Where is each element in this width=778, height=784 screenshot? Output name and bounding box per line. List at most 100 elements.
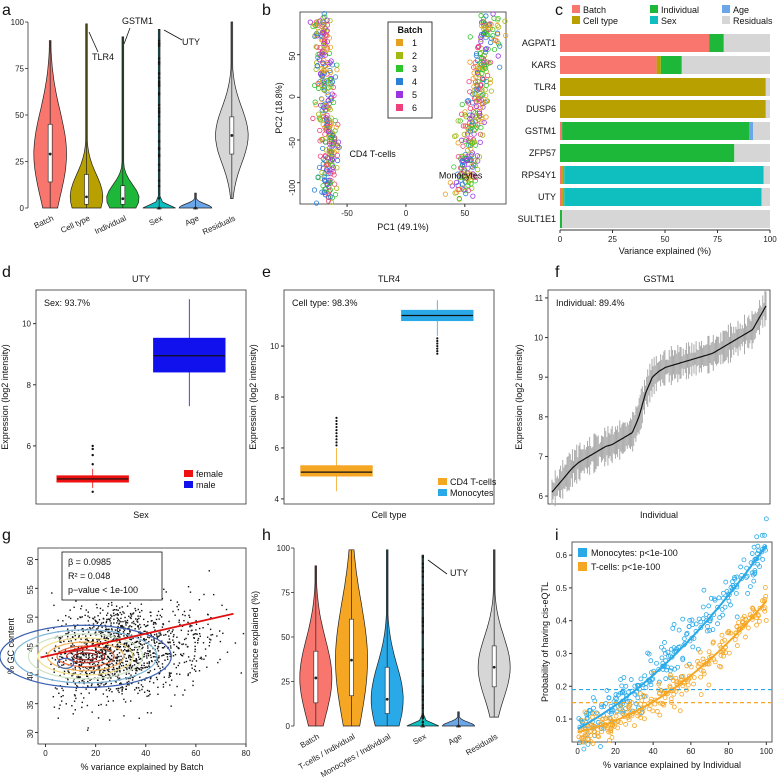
- panel-i-point-monocytes: [671, 622, 677, 627]
- panel-g-point: [56, 688, 58, 690]
- panel-b-point: [321, 40, 327, 47]
- panel-i-frame: [571, 541, 773, 743]
- panel-g-point: [206, 636, 209, 638]
- panel-g-point: [104, 669, 106, 672]
- panel-b-point: [458, 111, 465, 117]
- panel-b-point: [460, 181, 466, 187]
- panel-b-point: [474, 97, 481, 103]
- panel-g-point: [130, 668, 133, 670]
- panel-g-point: [153, 639, 155, 642]
- panel-g-point: [164, 659, 166, 661]
- panel-g-point: [134, 623, 137, 626]
- panel-b-point: [471, 131, 477, 137]
- panel-c-bar-segment: [560, 122, 563, 140]
- panel-g-point: [135, 609, 137, 612]
- panel-g-point: [117, 609, 119, 611]
- panel-b-point: [455, 186, 461, 192]
- panel-b-point: [480, 91, 486, 98]
- panel-g-point: [162, 647, 165, 649]
- panel-i-point-monocytes: [717, 615, 723, 620]
- panel-g-point: [109, 620, 111, 622]
- panel-i-point-tcells: [618, 703, 624, 709]
- panel-c-category-label: GSTM1: [525, 126, 556, 136]
- panel-g-point: [198, 599, 201, 601]
- panel-c-bar-segment: [660, 56, 682, 74]
- panel-b-point: [334, 152, 341, 158]
- panel-g-point: [86, 675, 89, 678]
- panel-i-point-monocytes: [690, 622, 696, 628]
- panel-i-point-tcells: [728, 630, 734, 636]
- panel-g-point: [61, 636, 63, 638]
- panel-g-point: [157, 686, 159, 689]
- panel-g-point: [151, 660, 153, 663]
- panel-g-point: [100, 654, 102, 657]
- panel-g-point: [137, 621, 139, 623]
- panel-g-point: [145, 638, 147, 641]
- panel-g-point: [129, 647, 131, 650]
- panel-i-point-tcells: [639, 698, 645, 703]
- panel-g-point: [137, 631, 140, 634]
- panel-g-point: [130, 625, 133, 628]
- panel-b-point: [503, 32, 509, 39]
- panel-i-point-monocytes: [752, 568, 758, 573]
- panel-b-point: [468, 125, 474, 131]
- panel-h-median: [457, 724, 460, 728]
- panel-i-point-monocytes: [720, 612, 726, 618]
- panel-i-point-tcells: [599, 719, 605, 725]
- panel-i-point-tcells: [642, 716, 647, 722]
- panel-a-annotation-tlr4: TLR4: [92, 52, 114, 62]
- panel-g-x-tick-label: 80: [242, 749, 251, 758]
- panel-g-point: [146, 657, 148, 659]
- panel-g-point: [116, 654, 119, 656]
- panel-g-point: [187, 630, 190, 632]
- panel-g-point: [100, 649, 103, 651]
- panel-b-point: [335, 139, 342, 145]
- panel-i-point-monocytes: [754, 534, 760, 540]
- panel-g-point: [104, 628, 107, 631]
- panel-b-point: [332, 74, 339, 80]
- panel-b-y-tick-label: 0: [288, 94, 297, 99]
- panel-b-point: [481, 76, 487, 83]
- panel-g-point: [71, 630, 73, 632]
- panel-g-point: [198, 670, 201, 672]
- panel-g-point: [116, 657, 118, 659]
- panel-g-point: [129, 612, 132, 615]
- panel-g-point: [140, 636, 142, 638]
- panel-g-point: [59, 636, 61, 639]
- panel-g-point: [107, 628, 109, 631]
- panel-g-point: [78, 636, 80, 638]
- panel-g-point: [125, 663, 127, 666]
- panel-g-point: [85, 635, 87, 637]
- panel-g-point: [130, 700, 132, 702]
- panel-g-point: [111, 644, 114, 646]
- panel-g-point: [106, 669, 109, 671]
- panel-g-point: [137, 692, 139, 695]
- panel-h-y-tick-label: 0: [286, 722, 291, 731]
- panel-i-point-tcells: [736, 620, 741, 625]
- panel-i-point-tcells: [621, 709, 626, 715]
- panel-g-point: [195, 620, 197, 622]
- panel-g-point: [152, 682, 155, 684]
- panel-b-point: [479, 119, 485, 125]
- panel-g-point: [136, 618, 139, 621]
- panel-b-point: [470, 171, 476, 177]
- panel-g-point: [117, 648, 119, 651]
- panel-g-point: [110, 677, 112, 679]
- panel-g-point: [124, 653, 126, 656]
- panel-g-point: [191, 667, 193, 669]
- panel-g-point: [85, 643, 87, 646]
- panel-i-point-monocytes: [719, 606, 725, 612]
- panel-letter-c: c: [555, 2, 563, 19]
- panel-b-point: [320, 161, 326, 167]
- panel-b-point: [475, 43, 482, 50]
- panel-g-point: [100, 683, 102, 685]
- panel-i-point-tcells: [591, 711, 597, 717]
- panel-g-point: [159, 642, 161, 644]
- panel-e-annotation: Cell type: 98.3%: [292, 298, 358, 308]
- panel-g-point: [216, 635, 218, 637]
- panel-g-point: [118, 652, 121, 654]
- panel-g-point: [107, 644, 109, 647]
- panel-b-point: [307, 19, 313, 25]
- panel-i-point-tcells: [648, 696, 654, 702]
- panel-g-point: [128, 628, 130, 630]
